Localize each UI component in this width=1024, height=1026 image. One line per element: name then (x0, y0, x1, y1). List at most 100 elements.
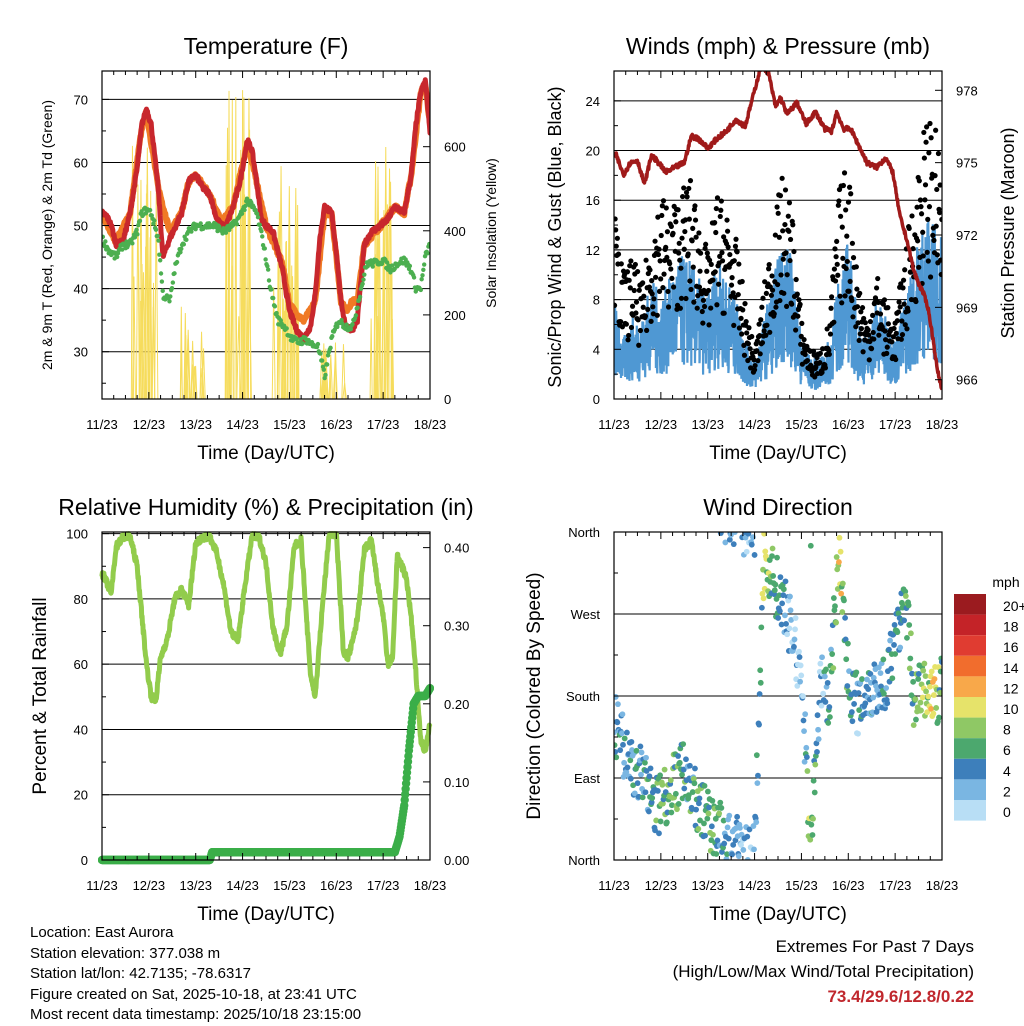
gust-point (748, 365, 754, 371)
gust-point (917, 197, 924, 203)
gust-point (885, 321, 891, 327)
gust-point (712, 220, 718, 226)
direction-point (675, 801, 682, 807)
gust-point (636, 342, 642, 348)
gust-point (817, 359, 823, 366)
direction-point (792, 615, 799, 621)
direction-point (922, 673, 929, 679)
gust-point (927, 274, 934, 280)
series-relative-humidity (99, 531, 433, 754)
direction-point (894, 629, 901, 636)
gust-point (690, 225, 696, 231)
insolation-spike (144, 246, 148, 399)
gust-point (755, 358, 761, 364)
gust-point (730, 290, 736, 296)
direction-point (760, 595, 767, 602)
direction-point (815, 726, 822, 733)
gust-point (833, 254, 839, 260)
gust-point (834, 238, 840, 245)
gust-point (646, 284, 653, 290)
direction-point (902, 593, 909, 599)
direction-point (619, 711, 626, 718)
gust-point (769, 273, 775, 279)
gust-point (840, 255, 846, 261)
gust-point (856, 337, 862, 343)
gust-point (696, 284, 703, 290)
gust-point (676, 250, 682, 256)
gust-point (935, 150, 942, 157)
x-tick-label: 16/23 (832, 878, 865, 893)
gust-point (739, 331, 745, 337)
x-axis-label: Time (Day/UTC) (197, 443, 335, 464)
gust-point (683, 189, 690, 196)
direction-point (853, 669, 860, 676)
gust-point (860, 349, 866, 355)
gust-point (751, 367, 758, 373)
gust-point (708, 261, 714, 268)
gust-point (926, 150, 932, 156)
gust-point (649, 278, 655, 284)
gust-point (855, 320, 861, 326)
dewpoint-point (137, 218, 143, 224)
dewpoint-point (425, 251, 430, 256)
dewpoint-point (318, 351, 323, 356)
dewpoint-point (259, 229, 264, 234)
direction-point (746, 826, 753, 833)
gust-point (626, 277, 632, 283)
humidity-series (98, 531, 434, 865)
gust-point (705, 287, 712, 294)
gust-point (782, 221, 788, 228)
dewpoint-point (325, 353, 331, 358)
station-info: Location: East Aurora Station elevation:… (30, 923, 361, 1026)
gust-point (668, 223, 674, 229)
gust-point (784, 303, 790, 309)
direction-point (826, 704, 833, 710)
direction-point (751, 846, 757, 853)
figure-created: Figure created on Sat, 2025-10-18, at 23… (30, 985, 357, 1003)
gust-point (775, 210, 781, 216)
direction-point (836, 559, 842, 565)
direction-point (770, 573, 777, 579)
direction-point (797, 678, 804, 685)
insolation-spike (227, 90, 231, 399)
dewpoint-point (103, 239, 108, 244)
direction-point (713, 851, 720, 857)
gust-point (804, 358, 811, 364)
dewpoint-point (152, 218, 157, 223)
direction-point (902, 588, 909, 595)
gust-point (882, 328, 888, 334)
direction-point (667, 777, 674, 784)
x-tick-label: 17/23 (367, 417, 400, 432)
gust-point (763, 290, 769, 296)
gust-point (925, 216, 931, 222)
direction-point (821, 673, 828, 680)
gust-point (866, 357, 872, 363)
gust-point (772, 232, 778, 238)
gust-point (844, 258, 850, 265)
direction-point (820, 690, 827, 697)
direction-point (938, 659, 942, 665)
insolation-spike (192, 366, 198, 399)
gust-point (780, 228, 786, 234)
direction-point (819, 654, 825, 661)
gust-point (627, 285, 633, 291)
x-tick-label: 13/23 (691, 878, 724, 893)
gust-point (643, 257, 649, 263)
direction-point (654, 788, 661, 794)
direction-point (803, 754, 810, 761)
gust-point (786, 228, 792, 234)
gust-point (627, 263, 633, 269)
gust-point (615, 251, 622, 257)
insolation-spike (328, 365, 332, 399)
gust-point (832, 278, 839, 284)
gust-point (731, 322, 737, 328)
direction-point (708, 823, 715, 830)
direction-point (716, 810, 723, 817)
gust-point (649, 291, 655, 297)
direction-point (910, 678, 917, 685)
direction-point (615, 701, 621, 708)
direction-point (830, 665, 837, 671)
direction-point (753, 752, 760, 759)
extremes-title: Extremes For Past 7 Days (775, 937, 974, 956)
dewpoint-point (272, 304, 278, 309)
